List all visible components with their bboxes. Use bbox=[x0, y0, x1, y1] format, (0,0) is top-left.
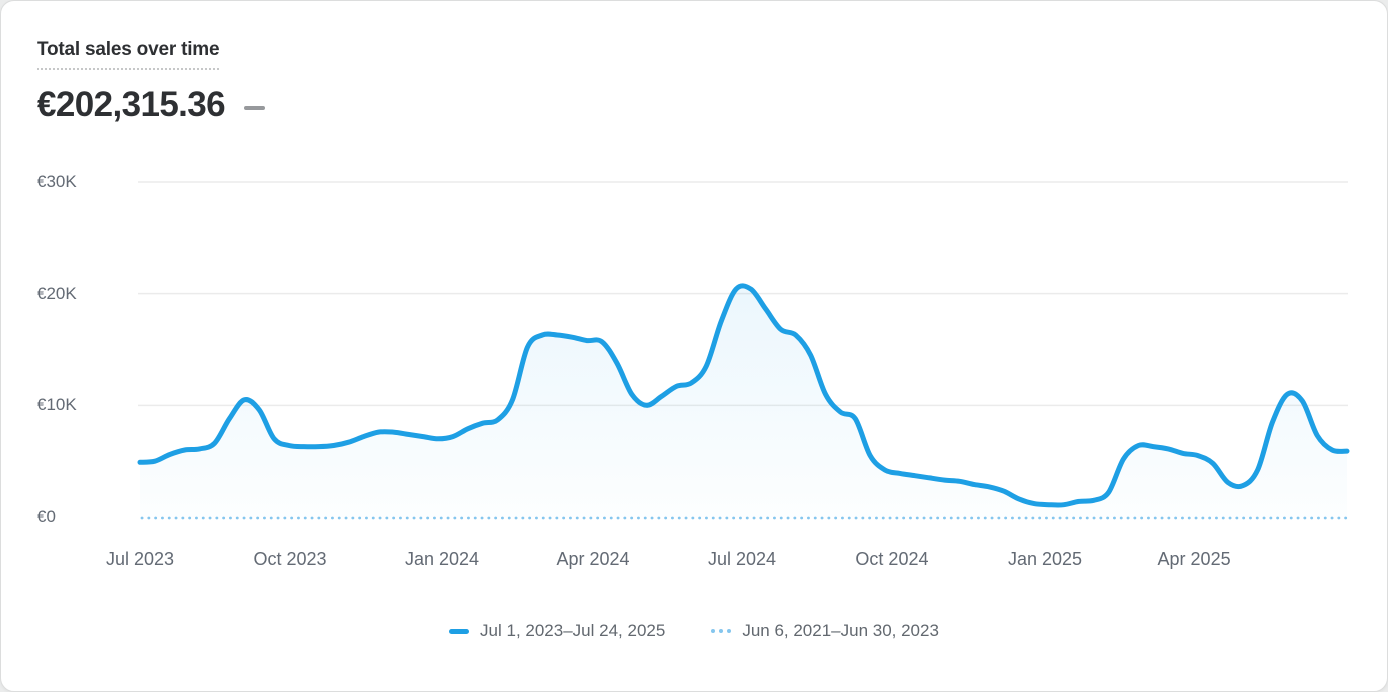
x-tick-label: Apr 2024 bbox=[556, 549, 630, 569]
x-tick-label: Jul 2024 bbox=[708, 549, 777, 569]
y-tick-label: €20K bbox=[37, 283, 77, 303]
x-tick-label: Jan 2024 bbox=[404, 549, 480, 569]
x-tick-label: Apr 2025 bbox=[1157, 549, 1231, 569]
x-tick-label: Jul 2023 bbox=[105, 549, 175, 569]
legend-solid-line-icon bbox=[449, 628, 470, 634]
chart-legend: Jul 1, 2023–Jul 24, 2025 Jun 6, 2021–Jun … bbox=[1, 621, 1387, 641]
y-tick-label: €10K bbox=[37, 395, 77, 415]
legend-label: Jun 6, 2021–Jun 30, 2023 bbox=[742, 621, 939, 640]
chart-title[interactable]: Total sales over time bbox=[37, 39, 220, 70]
y-tick-label: €0 bbox=[37, 507, 56, 526]
x-tick-label: Oct 2023 bbox=[253, 549, 327, 569]
x-tick-label: Oct 2024 bbox=[855, 549, 929, 569]
total-value-row: €202,315.36 bbox=[37, 85, 266, 125]
x-tick-label: Jan 2025 bbox=[1007, 549, 1083, 569]
sales-area-fill bbox=[140, 285, 1347, 517]
legend-dotted-line-icon bbox=[711, 629, 732, 633]
no-change-dash-icon bbox=[244, 106, 266, 110]
legend-label: Jul 1, 2023–Jul 24, 2025 bbox=[480, 621, 666, 640]
legend-item-comparison-period: Jun 6, 2021–Jun 30, 2023 bbox=[711, 621, 939, 641]
legend-item-current-period: Jul 1, 2023–Jul 24, 2025 bbox=[449, 621, 665, 641]
sales-line-series bbox=[137, 283, 1350, 508]
total-sales-value: €202,315.36 bbox=[37, 85, 226, 124]
card-header: Total sales over time €202,315.36 bbox=[37, 39, 266, 125]
y-tick-label: €30K bbox=[37, 172, 77, 191]
